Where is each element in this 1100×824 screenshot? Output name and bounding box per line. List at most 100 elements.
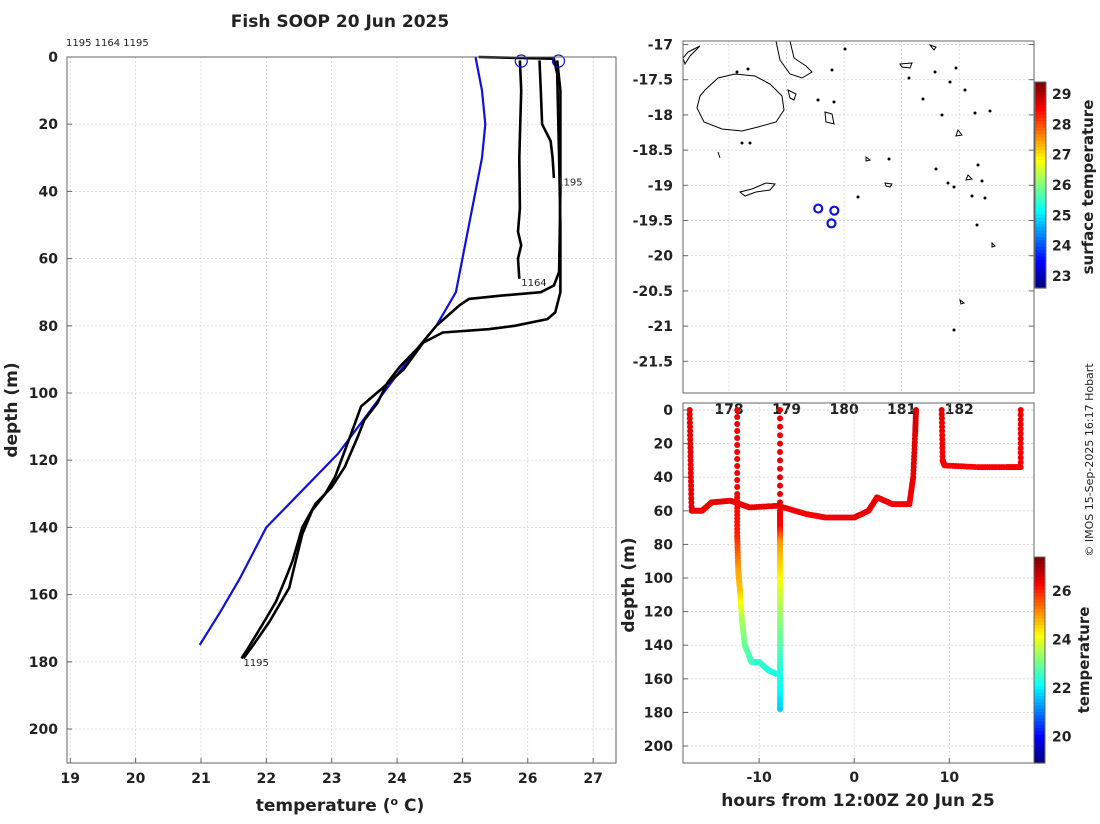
td-colorbar-segment bbox=[1034, 753, 1045, 758]
td-colorbar-segment bbox=[1034, 660, 1045, 664]
td-colorbar-segment bbox=[1034, 734, 1045, 738]
map-colorbar-segment bbox=[1035, 159, 1046, 164]
map-colorbar-segment bbox=[1035, 210, 1046, 215]
map-colorbar-tick-label: 26 bbox=[1052, 178, 1071, 194]
map-colorbar-tick-label: 25 bbox=[1052, 208, 1071, 224]
td-colorbar-segment bbox=[1034, 643, 1045, 648]
map-colorbar-segment bbox=[1035, 127, 1046, 131]
td-colorbar-segment bbox=[1034, 585, 1045, 590]
map-y-tick-label: -19.5 bbox=[633, 214, 673, 230]
map-colorbar-segment bbox=[1035, 162, 1046, 167]
td-colorbar-segment bbox=[1034, 724, 1045, 729]
map-colorbar-segment bbox=[1035, 181, 1046, 186]
td-data-point bbox=[939, 444, 946, 451]
td-colorbar-segment bbox=[1034, 595, 1045, 600]
td-colorbar-segment bbox=[1034, 701, 1045, 706]
td-colorbar-segment bbox=[1034, 563, 1045, 568]
td-colorbar-tick-label: 24 bbox=[1052, 632, 1072, 648]
td-data-point bbox=[688, 482, 695, 489]
td-y-tick-label: 120 bbox=[644, 605, 673, 621]
profile-series-line bbox=[198, 56, 487, 646]
profile-x-tick-label: 26 bbox=[518, 771, 537, 787]
td-data-point bbox=[1017, 445, 1024, 452]
td-colorbar-segment bbox=[1034, 573, 1045, 577]
td-y-tick-label: 20 bbox=[654, 437, 674, 453]
td-colorbar-segment bbox=[1034, 611, 1045, 616]
map-colorbar-segment bbox=[1035, 271, 1046, 276]
time-depth-colorbar-label: temperature bbox=[1075, 607, 1093, 714]
map-colorbar-segment bbox=[1035, 226, 1046, 231]
td-data-point bbox=[939, 449, 946, 455]
map-colorbar-segment bbox=[1035, 259, 1046, 263]
td-colorbar-tick-label: 22 bbox=[1052, 681, 1071, 697]
figure-title: Fish SOOP 20 Jun 2025 bbox=[231, 12, 449, 32]
map-colorbar-segment bbox=[1035, 252, 1046, 257]
map-y-tick-label: -20 bbox=[648, 249, 674, 265]
td-data-point bbox=[777, 415, 783, 422]
map-y-tick-label: -18.5 bbox=[633, 143, 673, 159]
map-colorbar-tick-label: 29 bbox=[1052, 87, 1071, 103]
td-colorbar-segment bbox=[1034, 627, 1045, 632]
coastline-island-north bbox=[683, 41, 813, 79]
map-drop-location bbox=[813, 203, 824, 214]
map-colorbar-segment bbox=[1035, 175, 1046, 180]
td-data-point bbox=[734, 421, 741, 427]
profile-y-tick-label: 100 bbox=[29, 386, 58, 402]
td-data-point bbox=[734, 456, 741, 462]
td-colorbar-segment bbox=[1034, 698, 1045, 703]
td-colorbar-segment bbox=[1034, 711, 1045, 716]
profile-y-axis-label: depth (m) bbox=[2, 362, 22, 457]
td-colorbar-segment bbox=[1034, 721, 1045, 725]
map-colorbar-segment bbox=[1035, 123, 1046, 128]
profile-drop-label: 1195 bbox=[557, 177, 582, 188]
td-data-point bbox=[686, 411, 693, 418]
map-colorbar-segment bbox=[1035, 114, 1046, 119]
map-colorbar-segment bbox=[1035, 146, 1046, 151]
td-colorbar-segment bbox=[1034, 727, 1045, 732]
map-y-tick-label: -19 bbox=[648, 178, 673, 194]
profile-drop-label: 1164 bbox=[521, 278, 546, 289]
map-colorbar-segment bbox=[1035, 104, 1046, 109]
td-colorbar-segment bbox=[1034, 746, 1045, 751]
td-colorbar-segment bbox=[1034, 730, 1045, 735]
td-colorbar-frame bbox=[1033, 556, 1046, 764]
td-colorbar-segment bbox=[1034, 634, 1045, 639]
map-colorbar-segment bbox=[1035, 278, 1046, 283]
td-colorbar-segment bbox=[1034, 592, 1045, 597]
map-y-tick-label: -18 bbox=[648, 108, 673, 124]
map-colorbar-tick-label: 28 bbox=[1052, 117, 1071, 133]
td-x-tick-label: 0 bbox=[849, 770, 859, 786]
td-data-point bbox=[1017, 449, 1024, 456]
td-colorbar-segment bbox=[1034, 560, 1045, 565]
map-colorbar-segment bbox=[1035, 230, 1046, 234]
map-colorbar-segment bbox=[1035, 94, 1046, 99]
td-y-tick-label: 160 bbox=[644, 672, 673, 688]
profile-x-tick-label: 24 bbox=[387, 771, 407, 787]
td-colorbar-segment bbox=[1034, 695, 1045, 700]
map-colorbar-segment bbox=[1035, 165, 1046, 170]
time-depth-x-axis-label: hours from 12:00Z 20 Jun 25 bbox=[721, 791, 994, 811]
td-colorbar-segment bbox=[1034, 750, 1045, 754]
td-colorbar-segment bbox=[1034, 688, 1045, 693]
td-colorbar-segment bbox=[1034, 714, 1045, 719]
map-colorbar-segment bbox=[1035, 91, 1046, 96]
td-data-point bbox=[1017, 426, 1024, 432]
td-colorbar-segment bbox=[1034, 582, 1045, 587]
td-data-point bbox=[939, 423, 945, 430]
coastline-island-west bbox=[738, 182, 776, 197]
td-data-point bbox=[1017, 464, 1024, 471]
td-colorbar-segment bbox=[1034, 647, 1045, 651]
td-colorbar-segment bbox=[1034, 650, 1045, 655]
map-colorbar-segment bbox=[1035, 133, 1046, 138]
td-data-point bbox=[777, 706, 783, 712]
td-data-point bbox=[686, 407, 693, 413]
profile-start-marker bbox=[514, 54, 528, 68]
td-y-tick-label: 0 bbox=[663, 403, 673, 419]
map-colorbar-segment bbox=[1035, 101, 1046, 106]
temperature-profile-chart: 1195 1164 1195 19 20 21 22 23 24 25 26 27 0 20 40 60 80… bbox=[2, 50, 617, 816]
map-colorbar-segment bbox=[1035, 207, 1046, 212]
map-colorbar-segment bbox=[1035, 233, 1046, 238]
td-colorbar-segment bbox=[1034, 569, 1045, 574]
map-drop-location bbox=[829, 205, 840, 216]
